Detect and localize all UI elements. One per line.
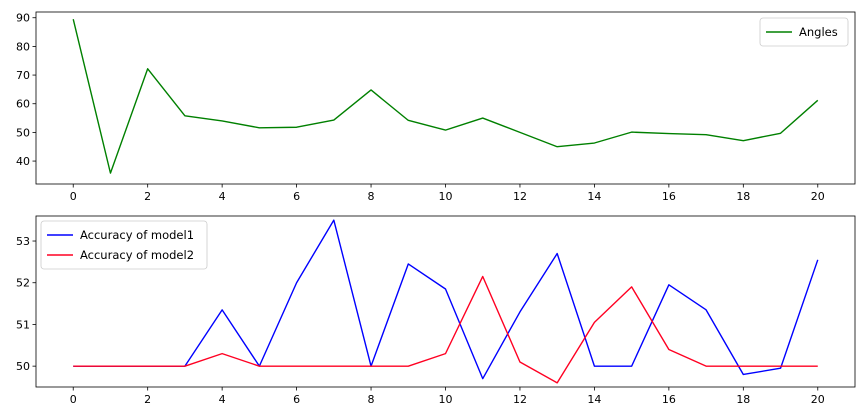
y-tick-label: 50 (16, 360, 30, 373)
legend-label: Angles (799, 25, 838, 39)
x-tick-label: 14 (587, 190, 601, 203)
y-tick-label: 40 (16, 155, 30, 168)
legend: Accuracy of model1 Accuracy of model2 (40, 220, 208, 270)
y-tick-label: 90 (16, 12, 30, 25)
x-tick-label: 6 (293, 190, 300, 203)
legend-label: Accuracy of model2 (80, 248, 194, 262)
x-tick-label: 18 (736, 190, 750, 203)
x-tick-label: 2 (144, 190, 151, 203)
y-tick-label: 50 (16, 126, 30, 139)
x-tick-label: 18 (736, 393, 750, 406)
x-tick-label: 20 (811, 393, 825, 406)
series-line-0 (72, 19, 819, 174)
x-tick-label: 4 (219, 190, 226, 203)
x-tick-label: 2 (144, 393, 151, 406)
x-tick-label: 6 (293, 393, 300, 406)
x-tick-label: 16 (662, 190, 676, 203)
x-tick-label: 16 (662, 393, 676, 406)
legend-label: Accuracy of model1 (80, 228, 194, 242)
x-tick-label: 14 (587, 393, 601, 406)
legend-box (759, 17, 849, 47)
y-tick-label: 52 (16, 277, 30, 290)
y-tick-label: 60 (16, 98, 30, 111)
x-tick-label: 8 (368, 393, 375, 406)
x-tick-label: 10 (439, 393, 453, 406)
x-tick-label: 4 (219, 393, 226, 406)
x-tick-label: 10 (439, 190, 453, 203)
series-line-1 (73, 275, 818, 384)
x-tick-label: 12 (513, 190, 527, 203)
y-tick-label: 70 (16, 69, 30, 82)
legend-box (40, 220, 208, 270)
y-tick-label: 51 (16, 318, 30, 331)
legend: Angles (759, 17, 849, 47)
series-line-0 (73, 219, 819, 380)
bottom-chart-accuracy: 0 2 4 6 8 10 12 14 16 18 20 50 51 52 53 Accuracy of mod… (16, 215, 856, 406)
top-chart-angles: 0 2 4 6 8 10 12 14 16 18 20 40 50 60 70 80 90 Angles (16, 11, 856, 203)
x-tick-label: 12 (513, 393, 527, 406)
axes-frame (35, 11, 856, 185)
x-tick-label: 0 (70, 190, 77, 203)
x-tick-label: 20 (811, 190, 825, 203)
x-tick-label: 8 (368, 190, 375, 203)
y-tick-label: 53 (16, 235, 30, 248)
y-tick-label: 80 (16, 40, 30, 53)
x-tick-label: 0 (70, 393, 77, 406)
